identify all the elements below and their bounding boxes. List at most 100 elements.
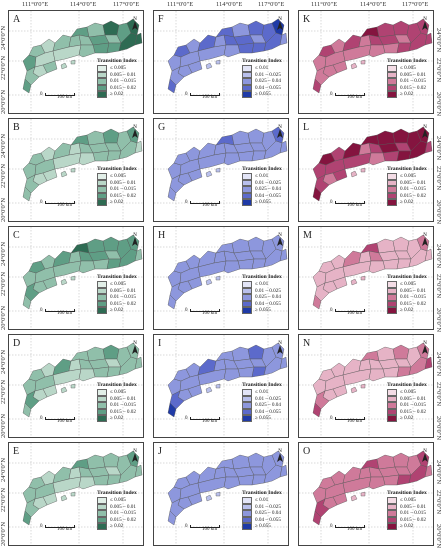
region-polygon <box>102 344 120 360</box>
region-polygon <box>231 22 251 38</box>
island-polygon <box>350 170 358 178</box>
legend-item: ≤ 0.01 <box>242 389 282 396</box>
region-polygon <box>368 44 386 58</box>
map-panel-a: A N Transition Index ≤ 0.005 0.005 – 0.01 0.0… <box>8 10 144 114</box>
scale-bar-line <box>190 201 220 204</box>
legend-swatch <box>387 510 397 517</box>
legend-item: ≥ 0.02 <box>387 199 427 206</box>
region-polygon <box>251 366 267 378</box>
region-polygon <box>279 464 288 478</box>
legend-item: ≥ 0.02 <box>97 523 137 530</box>
legend-swatch <box>387 497 397 504</box>
region-polygon <box>382 366 400 378</box>
legend-item: ≤ 0.005 <box>387 65 427 72</box>
legend-item: 0.005 – 0.01 <box>97 179 137 187</box>
legend-item: 0.005 – 0.01 <box>387 287 427 295</box>
region-polygon <box>247 344 265 360</box>
scale-bar-line <box>45 417 75 420</box>
legend-swatch <box>242 408 252 416</box>
legend-label: ≥ 0.02 <box>400 415 414 422</box>
region-polygon <box>102 236 120 252</box>
legend: Transition Index ≤ 0.005 0.005 – 0.01 0.01 … <box>97 382 137 422</box>
legend-label: 0.04 – 0.055 <box>255 408 281 415</box>
region-polygon <box>376 346 396 362</box>
svg-text:N: N <box>278 341 282 346</box>
legend-label: 0.005 – 0.01 <box>110 395 136 402</box>
legend-swatch <box>97 84 107 92</box>
legend-label: ≥ 0.055 <box>255 199 271 206</box>
legend-swatch <box>97 281 107 288</box>
scale-bar: 0 100 km <box>185 523 226 533</box>
region-polygon <box>22 186 32 202</box>
region-polygon <box>382 258 400 270</box>
legend-label: 0.015 – 0.02 <box>110 84 136 91</box>
region-polygon <box>102 20 120 36</box>
svg-text:N: N <box>278 449 282 454</box>
svg-text:N: N <box>278 125 282 130</box>
scale-zero-label: 0 <box>330 524 333 529</box>
legend-label: 0.01 – 0.015 <box>400 510 426 517</box>
scale-bar-line <box>45 93 75 96</box>
legend-item: 0.01 – 0.025 <box>242 287 282 295</box>
legend-item: 0.005 – 0.01 <box>97 287 137 295</box>
region-polygon <box>134 464 143 478</box>
legend-swatch <box>242 510 252 517</box>
panel-label: D <box>13 338 21 349</box>
island-polygon <box>350 386 358 394</box>
legend: Transition Index ≤ 0.01 0.01 – 0.025 0.025 … <box>242 274 282 314</box>
scale-distance-label: 100 km <box>57 419 73 424</box>
longitude-label-top: 114°0'0"E <box>216 1 243 8</box>
legend-swatch <box>242 395 252 403</box>
latitude-label-left: 22°0'0"N <box>0 55 7 80</box>
panel-label: E <box>13 446 20 457</box>
region-polygon <box>368 368 386 382</box>
panel-label: A <box>13 14 21 25</box>
legend-label: 0.015 – 0.02 <box>110 516 136 523</box>
legend-item: 0.01 – 0.025 <box>242 179 282 187</box>
map-panel-d: D N Transition Index ≤ 0.005 0.005 – 0.01 0.0… <box>8 334 144 438</box>
latitude-label-right: 20°0'0"N <box>435 416 441 441</box>
region-polygon <box>279 140 288 154</box>
legend-swatch <box>97 408 107 416</box>
legend-swatch <box>387 173 397 180</box>
scale-zero-label: 0 <box>40 524 43 529</box>
region-polygon <box>424 356 433 370</box>
panel-label: K <box>303 14 311 25</box>
legend-item: ≤ 0.005 <box>97 65 137 72</box>
legend-item: ≥ 0.02 <box>97 307 137 314</box>
region-map <box>299 11 433 113</box>
legend-item: 0.01 – 0.015 <box>97 510 137 517</box>
legend-swatch <box>97 199 107 206</box>
legend-item: 0.005 – 0.01 <box>387 179 427 187</box>
latitude-label-right: 22°0'0"N <box>435 490 441 515</box>
legend-label: 0.015 – 0.02 <box>400 84 426 91</box>
north-arrow-icon: N <box>275 339 285 355</box>
legend-label: 0.01 – 0.025 <box>255 287 281 294</box>
scale-bar: 0 100 km <box>330 415 371 425</box>
panel-label: G <box>158 122 166 133</box>
region-polygon <box>86 238 106 254</box>
region-polygon <box>251 258 267 270</box>
region-polygon <box>368 476 386 490</box>
north-arrow-icon: N <box>420 231 430 247</box>
region-polygon <box>22 78 32 94</box>
legend-label: ≥ 0.02 <box>110 91 124 98</box>
region-polygon <box>251 150 267 162</box>
legend: Transition Index ≤ 0.01 0.01 – 0.025 0.025 … <box>242 166 282 206</box>
legend-swatch <box>387 395 397 403</box>
region-polygon <box>22 402 32 418</box>
legend-label: 0.01 – 0.015 <box>110 78 136 85</box>
map-panel-b: B N Transition Index ≤ 0.005 0.005 – 0.01 0.0… <box>8 118 144 222</box>
region-polygon <box>396 474 412 486</box>
island-polygon <box>60 62 68 70</box>
region-polygon <box>167 78 177 94</box>
legend-item: 0.01 – 0.015 <box>387 510 427 517</box>
legend-label: 0.015 – 0.02 <box>400 516 426 523</box>
latitude-label-left: 20°0'0"N <box>0 521 7 546</box>
legend-item: 0.01 – 0.015 <box>97 402 137 409</box>
scale-bar: 0 100 km <box>40 415 81 425</box>
region-polygon <box>134 356 143 370</box>
legend-title: Transition Index <box>242 166 282 172</box>
legend-swatch <box>387 503 397 511</box>
legend-label: 0.01 – 0.015 <box>110 294 136 301</box>
